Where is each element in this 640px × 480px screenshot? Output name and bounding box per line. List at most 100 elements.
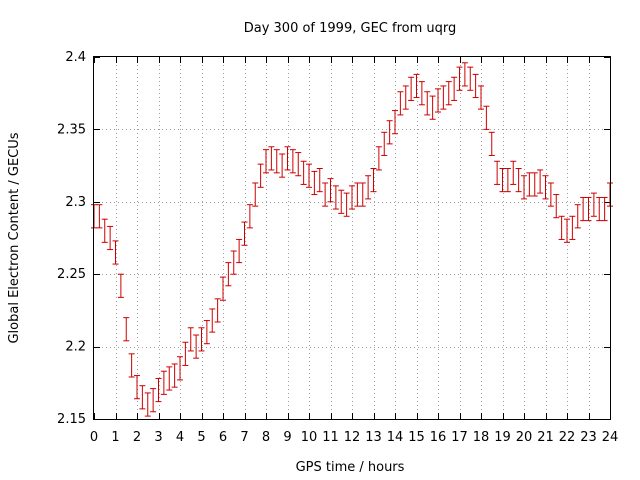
x-tick-label: 22 xyxy=(559,430,576,445)
data-point xyxy=(193,334,200,359)
data-point xyxy=(526,172,533,197)
x-tick-label: 23 xyxy=(580,430,597,445)
data-point xyxy=(117,273,124,298)
x-tick-label: 12 xyxy=(344,430,361,445)
data-point xyxy=(580,196,587,222)
data-point xyxy=(230,250,237,275)
data-point xyxy=(435,88,441,113)
data-point xyxy=(236,238,243,264)
data-point xyxy=(488,131,495,156)
data-point xyxy=(220,276,226,301)
data-point xyxy=(574,204,581,229)
data-point xyxy=(456,66,463,91)
y-tick-label: 2.35 xyxy=(57,122,86,137)
x-tick-label: 13 xyxy=(365,430,382,445)
y-axis-label: Global Electron Content / GECUs xyxy=(7,132,22,343)
x-tick-label: 1 xyxy=(111,430,119,445)
data-point xyxy=(504,167,511,193)
y-tick-label: 2.2 xyxy=(65,340,86,355)
data-point xyxy=(510,160,517,185)
data-point xyxy=(478,85,484,110)
data-point xyxy=(225,262,232,287)
x-tick-label: 2 xyxy=(133,430,141,445)
data-point xyxy=(316,167,323,193)
x-tick-label: 10 xyxy=(301,430,318,445)
x-tick-label: 18 xyxy=(473,430,490,445)
data-point xyxy=(365,175,372,200)
data-point xyxy=(263,149,269,174)
data-points xyxy=(91,62,613,417)
data-point xyxy=(128,353,135,378)
data-point xyxy=(569,215,576,240)
data-point xyxy=(150,388,157,413)
x-tick-label: 16 xyxy=(430,430,447,445)
data-point xyxy=(209,308,216,333)
data-point xyxy=(155,377,162,403)
x-tick-label: 21 xyxy=(537,430,554,445)
data-point xyxy=(483,105,490,130)
y-tick-label: 2.25 xyxy=(57,267,86,282)
data-point xyxy=(101,218,108,243)
data-point xyxy=(203,320,210,345)
data-point xyxy=(558,215,565,240)
x-tick-label: 6 xyxy=(219,430,227,445)
data-point xyxy=(241,221,248,246)
data-point xyxy=(279,153,286,178)
data-point xyxy=(440,85,447,110)
plot-frame xyxy=(93,56,611,420)
data-point xyxy=(542,175,549,200)
data-point xyxy=(537,169,544,194)
data-point xyxy=(402,85,409,110)
data-point xyxy=(306,163,312,188)
data-point xyxy=(445,81,452,106)
data-point xyxy=(107,225,114,251)
data-point xyxy=(472,73,479,99)
data-point xyxy=(590,192,597,217)
data-point xyxy=(252,182,259,207)
data-point xyxy=(461,62,468,87)
data-point xyxy=(359,182,366,207)
data-point xyxy=(338,189,345,214)
data-point xyxy=(585,196,592,222)
data-point xyxy=(413,73,420,99)
data-point xyxy=(322,182,329,207)
data-point xyxy=(327,178,334,203)
data-point xyxy=(214,298,221,323)
data-point xyxy=(144,392,151,417)
data-point xyxy=(295,152,302,177)
x-tick-label: 11 xyxy=(322,430,339,445)
data-point xyxy=(166,366,173,391)
data-point xyxy=(139,385,146,410)
chart-title: Day 300 of 1999, GEC from uqrg xyxy=(244,21,457,36)
data-point xyxy=(354,182,361,207)
y-tick-label: 2.4 xyxy=(65,50,86,65)
data-point xyxy=(284,146,291,171)
data-point xyxy=(397,91,404,116)
data-point xyxy=(429,95,436,120)
data-point xyxy=(246,204,253,229)
data-point xyxy=(187,327,194,352)
x-tick-label: 20 xyxy=(516,430,533,445)
data-point xyxy=(467,66,474,91)
data-point xyxy=(160,370,167,395)
data-point xyxy=(311,170,318,196)
data-point xyxy=(408,76,415,101)
data-point xyxy=(547,182,554,207)
data-point xyxy=(381,131,388,156)
data-point xyxy=(349,185,355,210)
data-point xyxy=(177,356,183,381)
data-point xyxy=(601,196,608,222)
data-point xyxy=(418,81,425,106)
y-tick-label: 2.15 xyxy=(57,412,86,427)
data-point xyxy=(424,91,431,116)
data-point xyxy=(386,120,393,145)
data-point xyxy=(596,196,603,222)
data-point xyxy=(451,76,458,101)
data-point xyxy=(134,375,140,400)
data-point xyxy=(564,218,570,243)
data-point xyxy=(198,327,205,352)
grid xyxy=(94,57,610,419)
data-point xyxy=(521,175,527,200)
data-point xyxy=(289,149,296,174)
